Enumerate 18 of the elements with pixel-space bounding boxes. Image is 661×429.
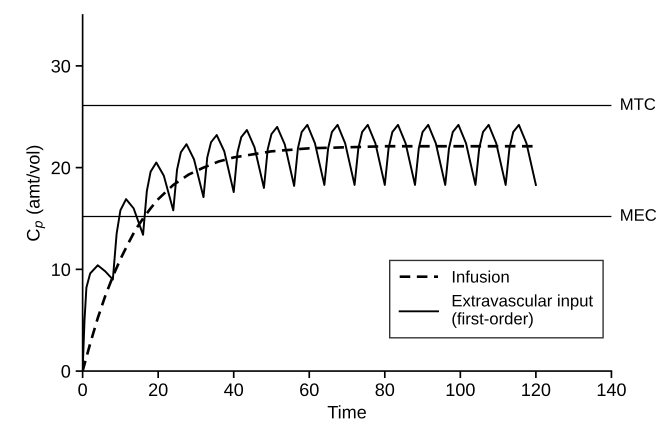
y-tick-label: 0 <box>61 365 70 378</box>
ref-line-label: MTC <box>621 98 656 110</box>
x-tick-label: 0 <box>78 383 87 396</box>
x-tick-label: 40 <box>224 383 244 396</box>
legend-label: Extravascular input (first-order) <box>452 294 593 328</box>
legend-label: Infusion <box>452 270 509 283</box>
x-tick-label: 100 <box>446 383 475 396</box>
y-tick-label: 10 <box>52 263 70 276</box>
x-axis-title: Time <box>328 405 366 419</box>
ref-line-label: MEC <box>621 209 656 221</box>
y-tick-label: 20 <box>52 162 70 174</box>
x-tick-label: 140 <box>598 383 626 396</box>
y-axis-title: C$_{p}$ (amt/vol) <box>26 146 46 241</box>
x-tick-label: 20 <box>149 383 168 396</box>
x-tick-label: 80 <box>376 383 394 396</box>
y-tick-label: 30 <box>51 60 70 73</box>
x-tick-label: 60 <box>300 383 319 396</box>
x-tick-label: 120 <box>522 383 550 396</box>
